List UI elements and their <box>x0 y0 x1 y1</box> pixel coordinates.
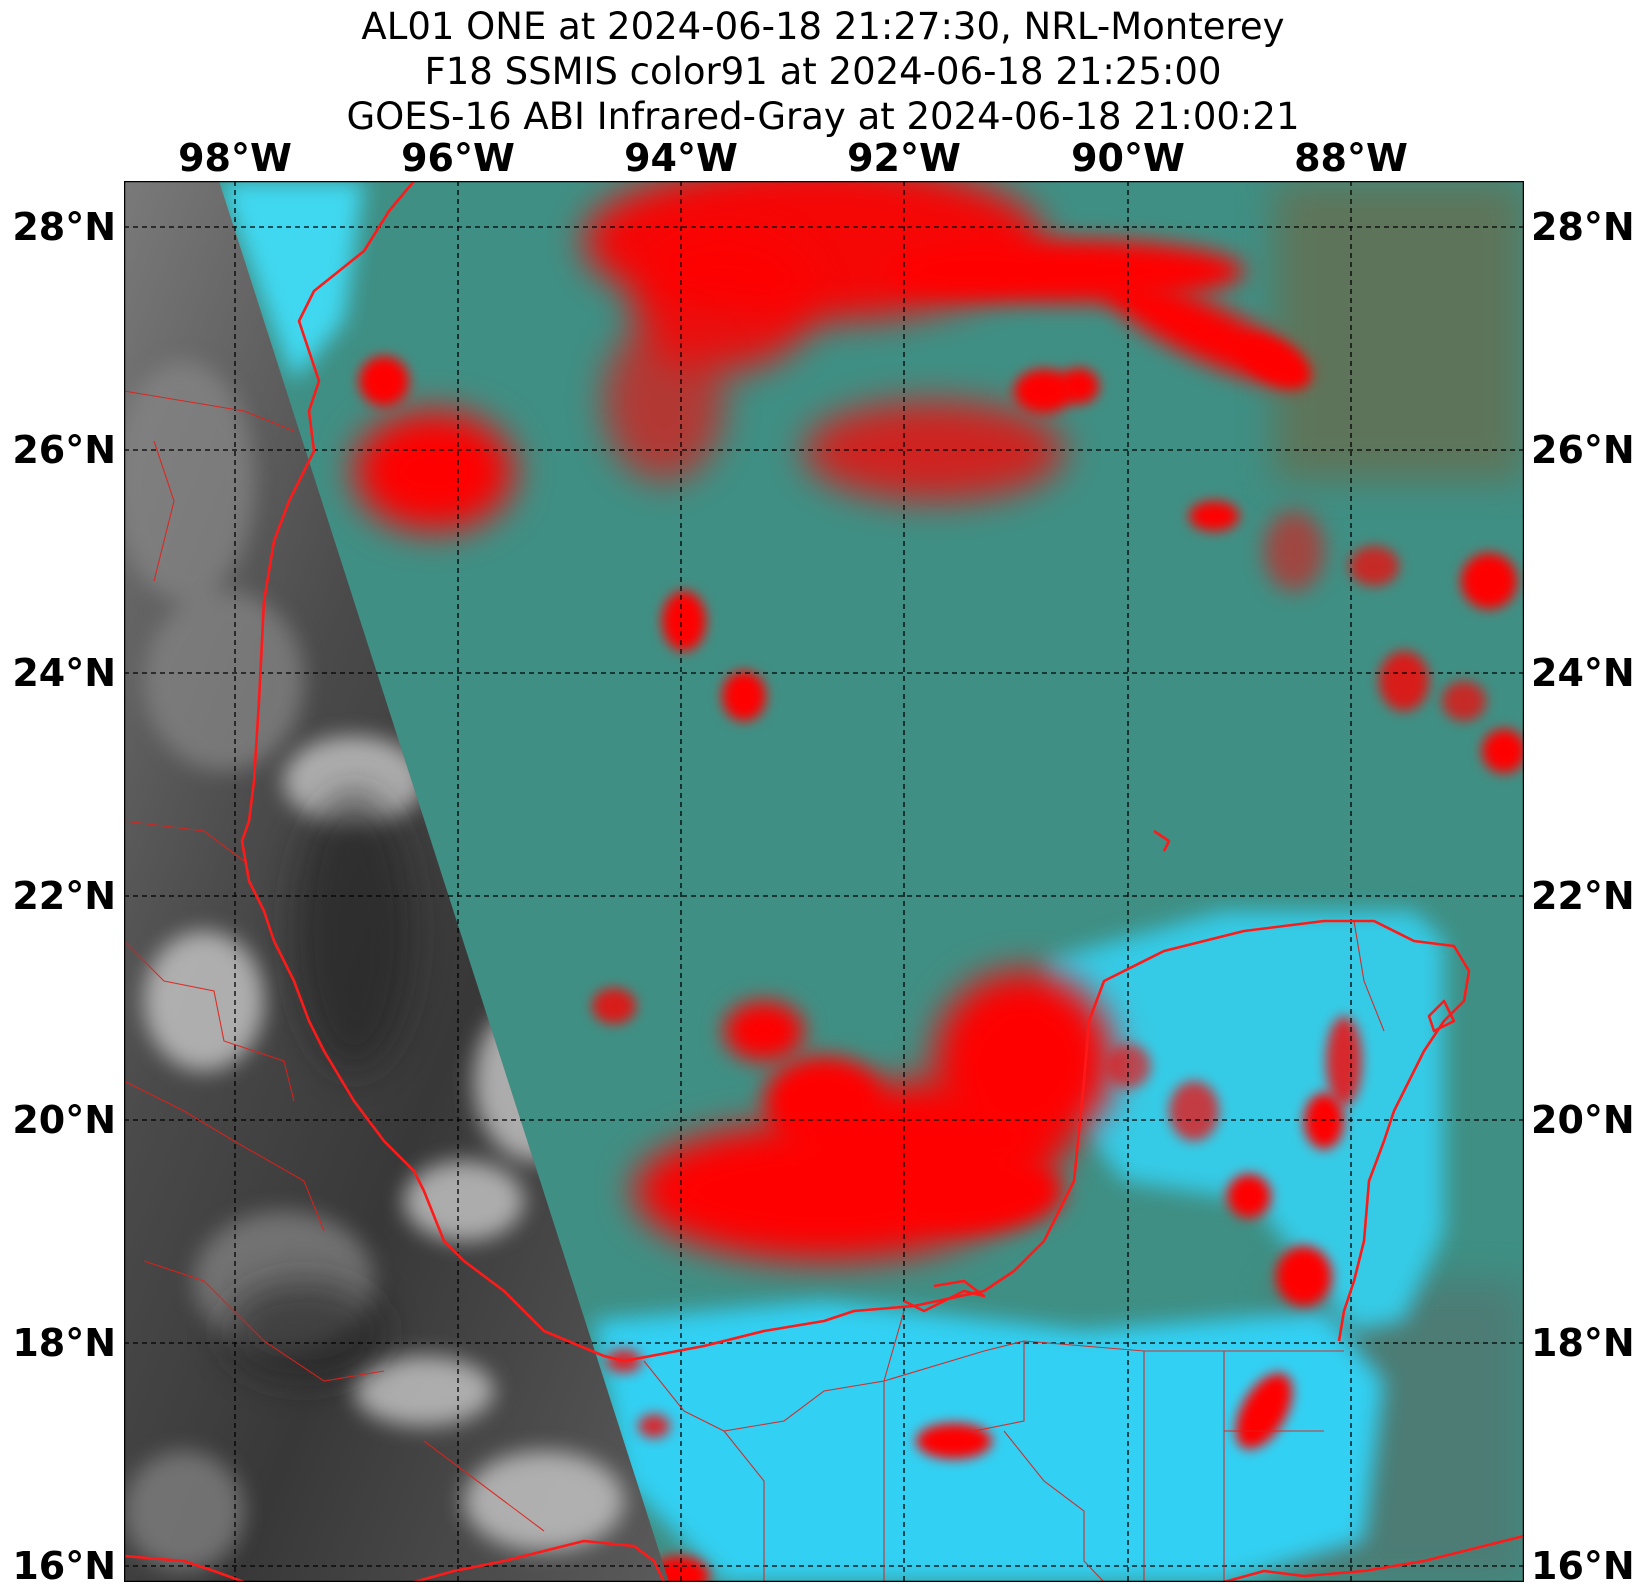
lat-label-left-24n: 24°N <box>12 651 116 695</box>
title-line-3: GOES-16 ABI Infrared-Gray at 2024-06-18 … <box>346 95 1300 138</box>
political-borders <box>124 390 1385 1582</box>
satellite-map <box>124 181 1524 1582</box>
lat-label-left-28n: 28°N <box>12 205 116 249</box>
lat-label-right-28n: 28°N <box>1531 205 1635 249</box>
lat-label-right-18n: 18°N <box>1531 1321 1635 1365</box>
lon-label-94w: 94°W <box>624 136 738 180</box>
lat-label-left-20n: 20°N <box>12 1098 116 1142</box>
lon-label-88w: 88°W <box>1294 136 1408 180</box>
lon-label-90w: 90°W <box>1071 136 1185 180</box>
lat-label-right-26n: 26°N <box>1531 428 1635 472</box>
lat-label-right-22n: 22°N <box>1531 874 1635 918</box>
lat-label-left-26n: 26°N <box>12 428 116 472</box>
coastlines <box>124 181 1524 1582</box>
lat-label-right-24n: 24°N <box>1531 651 1635 695</box>
lon-label-92w: 92°W <box>847 136 961 180</box>
lon-label-98w: 98°W <box>178 136 292 180</box>
lat-label-left-16n: 16°N <box>12 1544 116 1588</box>
lat-label-left-18n: 18°N <box>12 1321 116 1365</box>
lat-label-right-16n: 16°N <box>1531 1544 1635 1588</box>
title-line-1: AL01 ONE at 2024-06-18 21:27:30, NRL-Mon… <box>361 5 1285 48</box>
title-line-2: F18 SSMIS color91 at 2024-06-18 21:25:00 <box>424 50 1222 93</box>
map-frame <box>124 181 1524 1582</box>
lon-label-96w: 96°W <box>401 136 515 180</box>
lat-label-left-22n: 22°N <box>12 874 116 918</box>
lat-label-right-20n: 20°N <box>1531 1098 1635 1142</box>
precipitation-features <box>354 181 1524 1582</box>
